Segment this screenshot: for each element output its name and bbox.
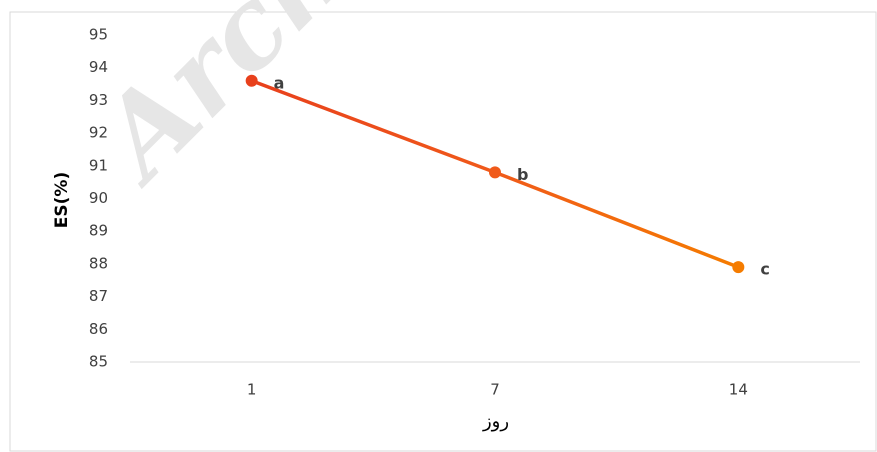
point-label: b bbox=[517, 165, 528, 184]
point-label: a bbox=[274, 73, 285, 92]
y-axis-title: ES(%) bbox=[52, 172, 72, 228]
y-tick-label: 93 bbox=[89, 91, 108, 109]
y-tick-label: 91 bbox=[89, 156, 108, 174]
y-tick-label: 89 bbox=[89, 222, 108, 240]
y-tick-label: 92 bbox=[89, 124, 108, 142]
point-label: c bbox=[760, 260, 769, 279]
y-tick-label: 94 bbox=[89, 58, 108, 76]
y-tick-label: 85 bbox=[89, 353, 108, 371]
data-point bbox=[732, 261, 745, 274]
x-tick-label: 7 bbox=[490, 381, 500, 399]
data-point bbox=[489, 166, 501, 179]
x-tick-label: 1 bbox=[247, 381, 257, 399]
x-tick-label: 14 bbox=[729, 381, 748, 399]
x-axis-title: روز bbox=[482, 411, 509, 432]
y-tick-label: 88 bbox=[89, 254, 108, 272]
data-point bbox=[245, 74, 258, 87]
y-tick-label: 95 bbox=[89, 26, 108, 44]
y-tick-label: 90 bbox=[89, 189, 108, 207]
y-tick-label: 86 bbox=[89, 320, 108, 338]
chart-frame bbox=[9, 11, 877, 452]
y-tick-label: 87 bbox=[89, 287, 108, 305]
watermark: Arch bbox=[69, 0, 372, 208]
